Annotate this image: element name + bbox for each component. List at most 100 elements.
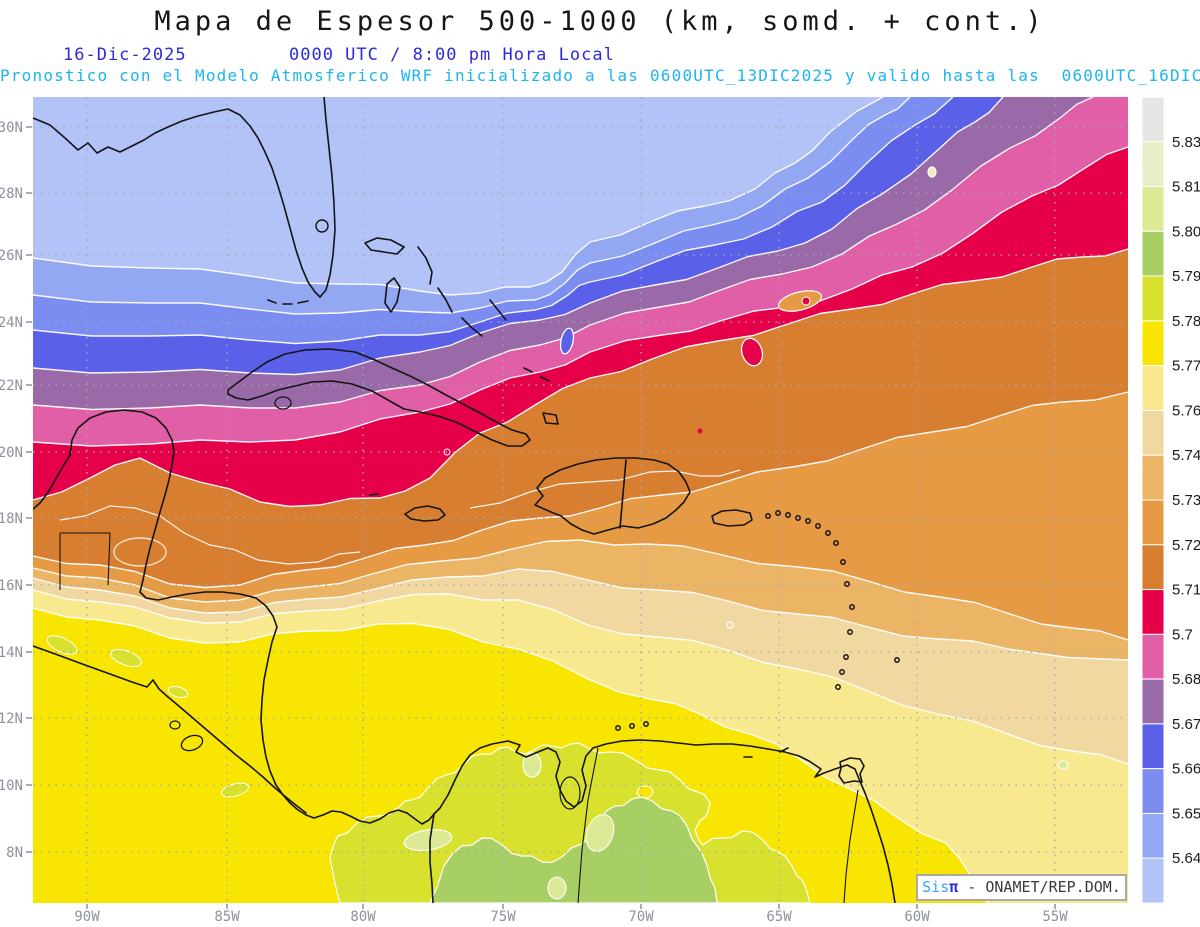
colorbar-label: 5.748 [1172, 447, 1200, 464]
colorbar-segment [1141, 589, 1165, 635]
contour-line [33, 97, 884, 296]
coastline [437, 287, 453, 313]
lon-label: 85W [214, 909, 240, 925]
coastline [227, 348, 531, 447]
pale-green-spot [585, 814, 615, 852]
colorbar-segment [1141, 633, 1165, 680]
colorbar-segment [1141, 723, 1165, 770]
coastline [711, 509, 753, 527]
lat-label: 8N [6, 845, 23, 861]
pale-green-spot [522, 752, 542, 778]
green-sliver [167, 686, 189, 698]
lake-okeechobee [315, 219, 329, 233]
coastline [404, 505, 446, 522]
red-dot [801, 296, 811, 306]
lake-nicaragua [180, 734, 204, 752]
lat-label: 30N [0, 120, 23, 136]
contour-line [33, 97, 1004, 376]
colorbar-segment [1141, 857, 1165, 904]
lat-label: 14N [0, 645, 23, 661]
coastline [534, 457, 691, 535]
colorbar-segment [1141, 544, 1165, 591]
coastline [33, 645, 307, 814]
colorbar-label: 5.736 [1172, 492, 1200, 509]
lon-label: 65W [766, 909, 792, 925]
contour-line [33, 97, 954, 345]
lat-label: 18N [0, 511, 23, 527]
pale-dot [927, 166, 937, 178]
island-dot [825, 530, 831, 536]
contour-line [33, 97, 1094, 411]
attribution-box: Sisπ - ONAMET/REP.DOM. [916, 874, 1127, 901]
colorbar-label: 5.807 [1172, 223, 1200, 240]
lon-label: 55W [1042, 909, 1068, 925]
island-dot [840, 559, 846, 565]
coastline [433, 739, 896, 903]
colorbar-label: 5.819 [1172, 179, 1200, 196]
coastline [838, 757, 865, 784]
lake-managua [169, 720, 181, 730]
coastline [540, 376, 550, 382]
contour-line [33, 568, 1128, 661]
coastline [69, 409, 435, 825]
coastline [619, 459, 627, 529]
contour-line [33, 248, 1128, 508]
colorbar-label: 5.64 [1172, 850, 1200, 867]
colorbar-label: 5.783 [1172, 313, 1200, 330]
contour-line [33, 539, 1128, 641]
attribution-text: - ONAMET/REP.DOM. [958, 878, 1121, 896]
lat-label: 24N [0, 315, 23, 331]
island-dot [815, 523, 821, 529]
lat-label: 10N [0, 778, 23, 794]
coastline [489, 299, 507, 321]
lake-maracaibo [559, 776, 581, 810]
lat-label: 26N [0, 248, 23, 264]
colorbar-segment [1141, 96, 1165, 143]
colorbar-segment [1141, 275, 1165, 322]
coastline [369, 493, 379, 496]
island-dot [843, 654, 849, 660]
colorbar-label: 5.688 [1172, 671, 1200, 688]
coastline [33, 108, 321, 298]
contour-line-minor [59, 505, 361, 565]
lat-label: 28N [0, 186, 23, 202]
island-dot [805, 518, 811, 524]
colorbar-segment [1141, 454, 1165, 501]
colorbar-segment [1141, 409, 1165, 456]
colorbar-label: 5.676 [1172, 716, 1200, 733]
valid-time: 0000 UTC / 8:00 pm Hora Local [289, 45, 615, 65]
coastline [364, 237, 405, 255]
colorbar-segment [1141, 186, 1165, 232]
coastline [429, 813, 435, 903]
colorbar-segment [1141, 320, 1165, 367]
colorbar-label: 5.712 [1172, 582, 1200, 599]
colorbar-label: 5.795 [1172, 268, 1200, 285]
island-dot [894, 657, 900, 663]
border-line [577, 747, 599, 903]
green-sliver [46, 635, 78, 655]
colorbar-segment [1141, 499, 1165, 546]
axis-layer: 30N 28N 26N 24N 22N 20N 18N 16N 14N 12N 10N 8N 90W 85… [0, 120, 1068, 925]
coastline [319, 97, 336, 298]
border-line [107, 532, 111, 586]
contour-line [33, 97, 911, 315]
forecast-note: Pronostico con el Modelo Atmosferico WRF… [0, 66, 1200, 85]
lon-label: 75W [490, 909, 516, 925]
contour-line [33, 607, 989, 903]
colorbar-segment [1141, 365, 1165, 411]
lon-label: 60W [904, 909, 930, 925]
colorbar-label: 5.652 [1172, 805, 1200, 822]
border-line [843, 789, 859, 903]
coastline [542, 412, 559, 425]
colorbar-label: 5.76 [1172, 402, 1200, 419]
map-layer [33, 97, 1128, 903]
white-ring-dot [726, 621, 734, 629]
colorbar-segment [1141, 230, 1165, 277]
lon-label: 70W [628, 909, 654, 925]
sispi-logo-pi-icon: π [949, 878, 959, 896]
island-dot [849, 604, 855, 610]
red-speck [697, 428, 703, 434]
yellow-hole [636, 785, 654, 799]
island-dot [839, 669, 845, 675]
colorbar-label: 5.724 [1172, 537, 1200, 554]
